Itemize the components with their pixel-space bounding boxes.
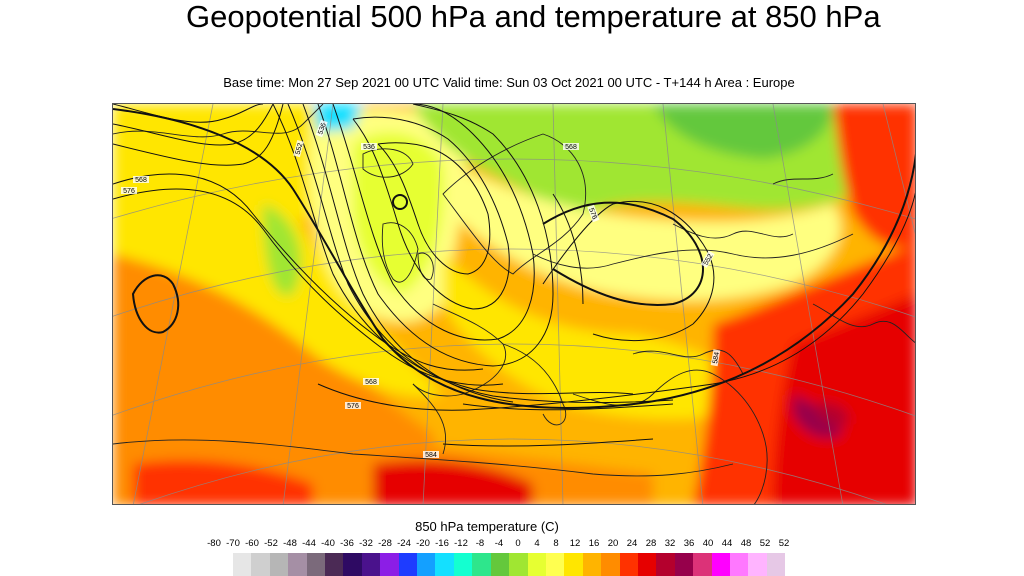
legend-swatch bbox=[288, 553, 307, 576]
legend-swatch bbox=[343, 553, 362, 576]
legend-tick-label: -36 bbox=[340, 538, 354, 549]
legend-tick-label: -44 bbox=[302, 538, 316, 549]
legend-tick-label: -80 bbox=[207, 538, 221, 549]
legend-tick-label: 8 bbox=[553, 538, 559, 549]
legend-tick-label: -48 bbox=[283, 538, 297, 549]
contour-label-text: 536 bbox=[363, 144, 375, 151]
contour-label: 576 bbox=[121, 187, 137, 195]
contour-label: 584 bbox=[423, 451, 439, 459]
legend-swatch bbox=[269, 553, 289, 576]
contour-label-text: 584 bbox=[712, 351, 721, 364]
legend-tick-label: 16 bbox=[588, 538, 600, 549]
legend-swatch bbox=[453, 553, 473, 576]
legend-swatch bbox=[435, 553, 454, 576]
legend-swatch bbox=[527, 553, 546, 576]
legend-tick-label: 36 bbox=[683, 538, 695, 549]
legend-tick-label: -16 bbox=[435, 538, 449, 549]
contour-label-text: 584 bbox=[425, 452, 437, 459]
legend-tick-label: 28 bbox=[645, 538, 657, 549]
legend-swatch bbox=[582, 553, 602, 576]
legend-ticks: -80 -70 -60 -52 -48 -44 -40 -36 -32 -28 -24 -20 -16-… bbox=[204, 538, 804, 550]
coastlines bbox=[113, 104, 915, 504]
legend-tick-label: 20 bbox=[607, 538, 619, 549]
legend-tick-label: 24 bbox=[626, 538, 638, 549]
legend-tick-label: -12 bbox=[454, 538, 468, 549]
graticule bbox=[113, 104, 915, 504]
temperature-field bbox=[113, 104, 915, 504]
legend-tick-label: 12 bbox=[569, 538, 581, 549]
contour-label-text: 576 bbox=[587, 207, 598, 220]
contour-label: 576 bbox=[587, 204, 600, 223]
legend-swatch bbox=[380, 553, 399, 576]
legend-tick-label: -28 bbox=[378, 538, 392, 549]
legend-tick-label: 52 bbox=[759, 538, 771, 549]
contour-label: 568 bbox=[363, 378, 379, 386]
contour-label-text: 536 bbox=[317, 122, 328, 135]
contour-label-text: 552 bbox=[703, 253, 715, 267]
legend-tick-label: 4 bbox=[534, 538, 540, 549]
legend-tick-label: 0 bbox=[515, 538, 521, 549]
legend-swatch bbox=[637, 553, 657, 576]
legend-swatch bbox=[361, 553, 381, 576]
legend-swatch bbox=[564, 553, 583, 576]
legend-tick-label: 44 bbox=[721, 538, 733, 549]
legend-tick-label: -40 bbox=[321, 538, 335, 549]
legend-swatch bbox=[619, 553, 638, 576]
contour-label: 576 bbox=[345, 402, 361, 410]
legend-swatch bbox=[398, 553, 418, 576]
contour-labels: 552 536 568 576 568 584 576 584 568 576 … bbox=[121, 119, 721, 459]
legend-tick-label: -24 bbox=[397, 538, 411, 549]
legend-swatch bbox=[325, 553, 344, 576]
legend-swatch bbox=[601, 553, 620, 576]
legend-swatch bbox=[306, 553, 326, 576]
contour-label: 584 bbox=[710, 349, 721, 367]
contour-label: 568 bbox=[563, 143, 579, 151]
legend-swatch bbox=[656, 553, 675, 576]
legend-tick-label: -20 bbox=[416, 538, 430, 549]
contour-label: 552 bbox=[700, 250, 715, 268]
legend-swatch bbox=[545, 553, 565, 576]
contour-label: 552 bbox=[293, 139, 305, 158]
legend-tick-label: 40 bbox=[702, 538, 714, 549]
legend-tick-label: 48 bbox=[740, 538, 752, 549]
legend-tick-label: -8 bbox=[475, 538, 485, 549]
legend-tick-label: 32 bbox=[664, 538, 676, 549]
weather-map: 552 536 568 576 568 584 576 584 568 576 … bbox=[112, 103, 916, 505]
legend-title: 850 hPa temperature (C) bbox=[415, 519, 559, 534]
legend-color-bar bbox=[233, 553, 786, 576]
legend-swatch bbox=[233, 553, 252, 576]
contour-label-text: 576 bbox=[123, 188, 135, 195]
legend-swatch bbox=[509, 553, 528, 576]
legend-swatch bbox=[693, 553, 712, 576]
legend-tick-label: -70 bbox=[226, 538, 240, 549]
legend-tick-label: -32 bbox=[359, 538, 373, 549]
legend-tick-label: -4 bbox=[494, 538, 504, 549]
legend-tick-label: 52 bbox=[778, 538, 790, 549]
legend-swatch bbox=[251, 553, 270, 576]
geopotential-contours bbox=[113, 104, 915, 447]
legend-swatch bbox=[766, 553, 786, 576]
legend-swatch bbox=[711, 553, 730, 576]
contour-label-text: 576 bbox=[347, 403, 359, 410]
contour-label-text: 568 bbox=[135, 177, 147, 184]
chart-title: Geopotential 500 hPa and temperature at … bbox=[186, 0, 881, 34]
contour-label: 536 bbox=[315, 119, 328, 138]
contour-label: 568 bbox=[133, 176, 149, 184]
chart-subtitle: Base time: Mon 27 Sep 2021 00 UTC Valid … bbox=[223, 75, 795, 90]
legend-swatch bbox=[472, 553, 491, 576]
legend-swatch bbox=[729, 553, 749, 576]
legend-swatch bbox=[490, 553, 510, 576]
contour-label-text: 568 bbox=[565, 144, 577, 151]
contour-label-text: 568 bbox=[365, 379, 377, 386]
legend-swatch bbox=[417, 553, 436, 576]
legend-tick-label: -52 bbox=[264, 538, 278, 549]
contour-label: 536 bbox=[361, 143, 377, 151]
contour-label-text: 552 bbox=[295, 142, 305, 155]
legend-tick-label: -60 bbox=[245, 538, 259, 549]
legend-swatch bbox=[674, 553, 694, 576]
legend-swatch bbox=[748, 553, 767, 576]
